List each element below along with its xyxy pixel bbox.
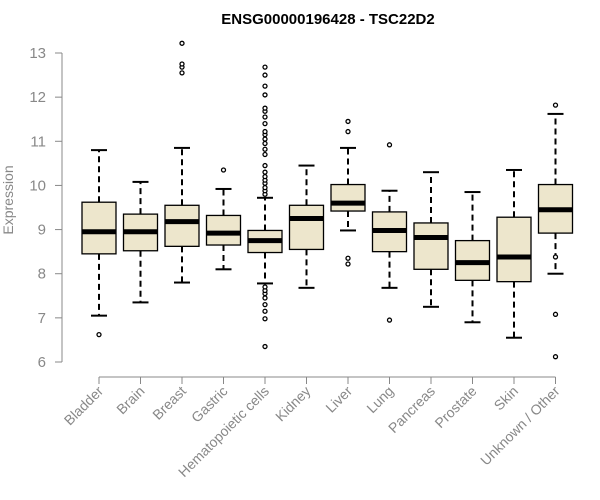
outlier-point [262, 105, 268, 111]
box-iqr [288, 204, 325, 251]
x-category-label: Breast [149, 383, 189, 423]
outlier-point [345, 118, 351, 125]
x-category-label: Unknown / Other [477, 383, 563, 469]
outlier-point [262, 83, 268, 89]
outlier-point [179, 40, 185, 46]
outlier-point [262, 343, 268, 350]
box-group [371, 142, 408, 323]
y-axis-title: Expression [0, 165, 16, 234]
outlier-point [345, 261, 351, 267]
y-tick-label: 12 [29, 89, 46, 106]
outlier-point [552, 102, 559, 108]
outlier-point [262, 162, 268, 169]
outlier-point [262, 284, 268, 290]
outlier-point [345, 255, 351, 261]
chart-title: ENSG00000196428 - TSC22D2 [221, 11, 434, 28]
outlier-point [552, 354, 559, 360]
x-category-label: Brain [113, 383, 147, 417]
box-group [247, 64, 283, 350]
outlier-point [262, 120, 268, 127]
box-iqr [330, 183, 366, 212]
outlier-point [552, 311, 559, 317]
outlier-point [552, 254, 559, 260]
y-tick-label: 9 [38, 222, 46, 239]
boxes-layer [81, 40, 574, 360]
box-group [330, 118, 366, 267]
outlier-point [262, 173, 268, 180]
outlier-point [262, 316, 268, 322]
outlier-point [262, 114, 268, 120]
box-group [496, 168, 532, 339]
x-category-label: Liver [322, 383, 355, 416]
outlier-point [386, 317, 393, 323]
box-group [413, 171, 449, 308]
box-iqr [413, 222, 449, 270]
outlier-point [262, 72, 268, 78]
y-tick-label: 6 [38, 354, 46, 371]
y-tick-label: 8 [38, 266, 46, 283]
outlier-point [262, 146, 268, 152]
y-tick-label: 10 [29, 177, 46, 194]
y-axis: 6 7 8 9 10 11 12 13 [29, 45, 63, 371]
outlier-point [96, 331, 102, 338]
outlier-point [179, 70, 185, 76]
outlier-point [262, 140, 268, 147]
outlier-point [262, 92, 268, 98]
y-tick-label: 7 [38, 310, 46, 327]
box-group [537, 102, 574, 360]
x-category-label: Bladder [61, 383, 107, 429]
outlier-point [262, 301, 268, 308]
outlier-point [179, 61, 185, 67]
x-category-label: Kidney [272, 383, 314, 425]
box-iqr [496, 216, 532, 283]
box-group [164, 40, 200, 284]
outlier-point [386, 142, 393, 148]
outlier-point [262, 64, 268, 70]
box-group [122, 180, 159, 304]
x-category-label: Prostate [431, 383, 479, 431]
outlier-point [262, 151, 268, 158]
outlier-point [220, 167, 227, 173]
outlier-point [262, 308, 268, 314]
outlier-point [262, 128, 268, 135]
y-tick-label: 11 [30, 133, 46, 150]
outlier-point [262, 169, 268, 175]
box-group [288, 164, 325, 289]
box-group [454, 191, 491, 324]
outlier-point [262, 295, 268, 301]
y-tick-label: 13 [29, 45, 46, 62]
box-iqr [164, 204, 200, 247]
x-category-label: Lung [363, 383, 396, 416]
outlier-point [262, 184, 268, 191]
outlier-point [262, 136, 268, 142]
box-group [81, 149, 117, 338]
outlier-point [345, 128, 351, 135]
box-iqr [205, 214, 242, 246]
box-iqr [81, 201, 117, 255]
box-group [205, 167, 242, 271]
x-category-label: Skin [491, 383, 522, 414]
